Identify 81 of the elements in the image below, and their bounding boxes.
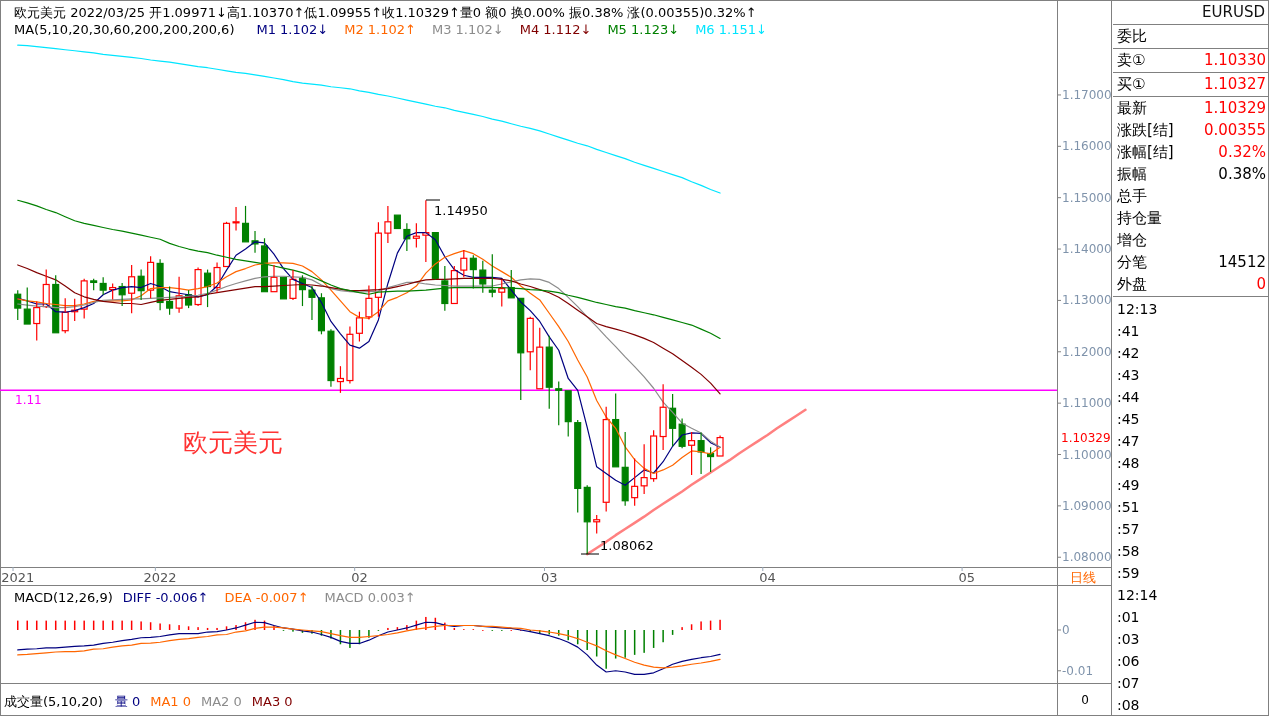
category-label: 委比 [1117, 27, 1147, 45]
category-label: 总手 [1116, 187, 1147, 205]
text: M1 1.102↓ [256, 21, 329, 37]
category-label: 外盘 [1117, 275, 1147, 293]
text: 0.32% [1218, 143, 1266, 161]
category-label: 最新 [1117, 99, 1147, 117]
text: 成交量(5,10,20) [4, 693, 103, 709]
text: 1.10329 [1203, 99, 1266, 117]
x-tick-label: 02 [351, 569, 368, 585]
text: :01 [1117, 609, 1140, 625]
y-tick-label: 1.16000 [1062, 139, 1112, 154]
text: M6 1.151↓ [695, 21, 767, 37]
category-label: 持仓量 [1117, 209, 1162, 227]
y-tick-label: 0 [1062, 623, 1070, 637]
y-tick-label: 1.11000 [1062, 396, 1112, 411]
text: M4 1.112↓ [519, 21, 592, 37]
text: :08 [1117, 697, 1140, 713]
text: M5 1.123↓ [607, 21, 680, 37]
category-label: 涨跌[结] [1117, 121, 1174, 139]
text: :06 [1117, 653, 1140, 669]
y-tick-label: 1.12000 [1062, 344, 1112, 359]
text: :51 [1117, 499, 1140, 515]
annotation: 欧元美元 [183, 427, 283, 457]
text: :58 [1117, 543, 1140, 559]
category-label: 涨幅[结] [1117, 143, 1174, 161]
series-label: DEA -0.007↑ [224, 589, 309, 605]
text: MA3 0 [251, 693, 293, 709]
text: :45 [1117, 411, 1140, 427]
text: 14512 [1218, 253, 1266, 271]
text: 12:14 [1117, 587, 1158, 603]
text: EURUSD [1202, 3, 1265, 21]
text: :59 [1117, 565, 1140, 581]
text: 0.38% [1218, 165, 1266, 183]
category-label: 分笔 [1117, 253, 1147, 271]
chart-title: 欧元美元 2022/03/25 开1.09971↓高1.10370↑低1.09955↑收1.10329↑量0 额0 换0.00% 振0.38% 涨(0.00355)0.32%↑ [14, 4, 757, 20]
text: 1.10330 [1203, 51, 1266, 69]
text: 日线 [1070, 569, 1096, 585]
text: 量 0 [114, 693, 141, 709]
text: DIFF -0.006↑ [122, 589, 209, 605]
text: MA2 0 [200, 693, 242, 709]
y-tick-label: 1.10000 [1062, 447, 1112, 462]
category-label: 增仓 [1116, 231, 1147, 249]
text: 1.10329 [1061, 431, 1111, 445]
y-tick-label: 1.15000 [1062, 190, 1112, 205]
chart-title: MACD(12,26,9) [14, 589, 113, 605]
text: 12:13 [1117, 301, 1158, 317]
annotation: 1.14950 [434, 202, 488, 218]
x-tick-label: 03 [540, 569, 558, 585]
text: M3 1.102↓ [431, 21, 504, 37]
text: :41 [1117, 323, 1140, 339]
text: :49 [1117, 477, 1140, 493]
text: M2 1.102↑ [344, 21, 416, 37]
category-label: 卖① [1117, 51, 1146, 69]
text: :43 [1117, 367, 1140, 383]
text: MA(5,10,20,30,60,200,200,200,6) [14, 21, 235, 37]
text: :42 [1117, 345, 1140, 361]
text: 0 [1256, 275, 1266, 293]
y-tick-label: 1.08000 [1062, 550, 1112, 565]
x-tick-label: 2021 [1, 569, 35, 585]
text: MA1 0 [150, 693, 191, 709]
text: :47 [1117, 433, 1140, 449]
y-tick-label: 1.09000 [1062, 498, 1112, 513]
y-tick-label: 1.17000 [1062, 87, 1112, 102]
y-tick-label: -0.01 [1062, 663, 1094, 678]
series-label: MACD 0.003↑ [324, 589, 416, 605]
text: :07 [1117, 675, 1140, 691]
x-tick-label: 05 [958, 569, 976, 585]
text: :03 [1117, 631, 1140, 647]
ref-line-label: 1.11 [15, 393, 42, 408]
category-label: 振幅 [1117, 165, 1147, 183]
category-label: 买① [1117, 75, 1146, 93]
x-tick-label: 04 [759, 569, 776, 585]
text: 0.00355 [1203, 121, 1266, 139]
annotation: 1.08062 [600, 537, 654, 553]
x-tick-label: 2022 [143, 569, 177, 585]
text: :57 [1117, 521, 1140, 537]
y-tick-label: 1.13000 [1062, 293, 1112, 308]
text: :44 [1117, 389, 1140, 405]
text: 1.10327 [1203, 75, 1266, 93]
text: :48 [1117, 455, 1140, 471]
y-tick-label: 1.14000 [1062, 242, 1112, 257]
